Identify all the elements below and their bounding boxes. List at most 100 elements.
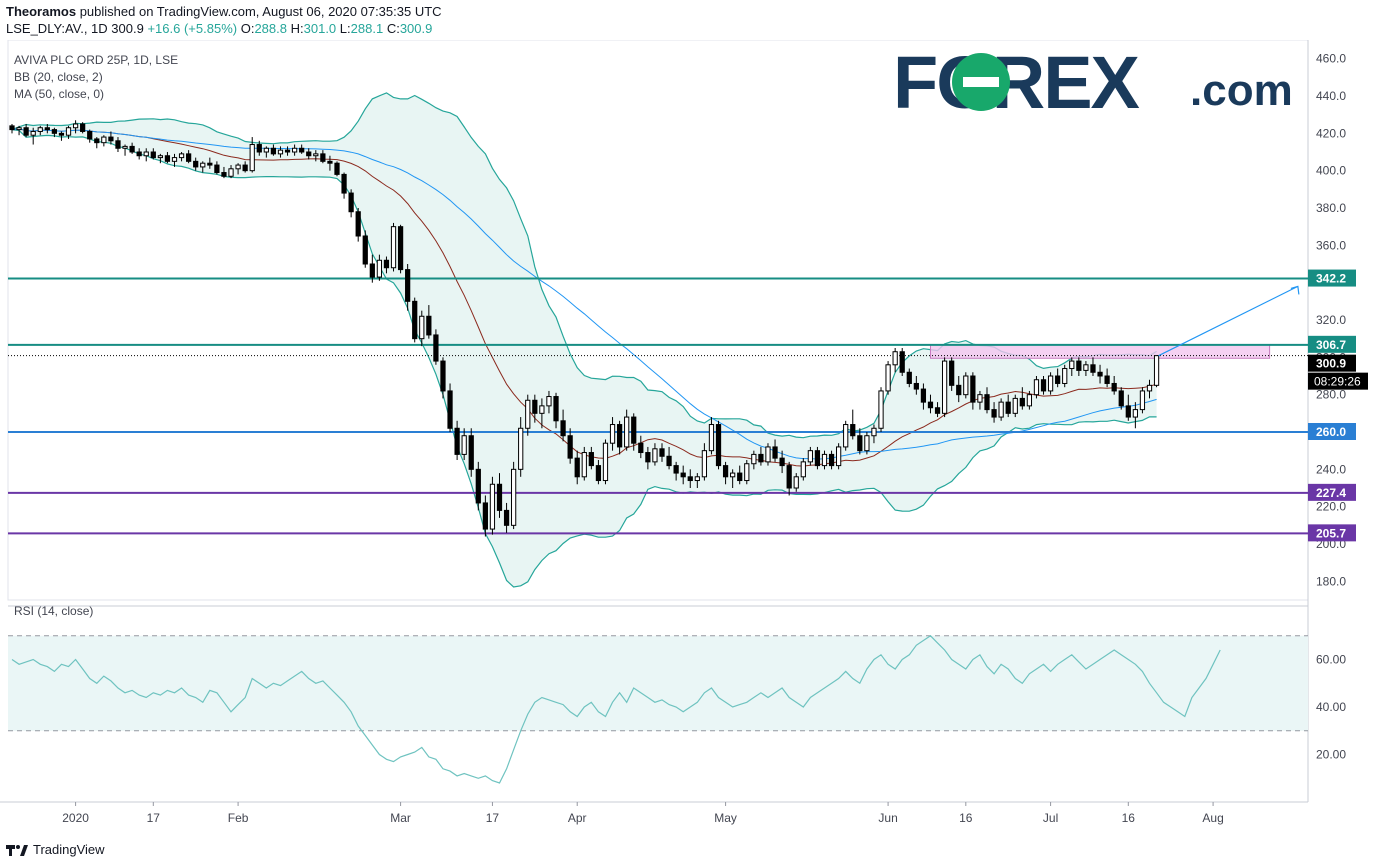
candle	[581, 446, 587, 481]
symbol-label: LSE_DLY:AV., 1D	[6, 21, 108, 36]
candle	[793, 473, 799, 492]
candle	[828, 450, 835, 470]
candle-body-down	[150, 151, 156, 159]
candle-body-down	[164, 155, 171, 162]
candle	[277, 146, 284, 158]
candle-body-up	[843, 424, 849, 448]
candle	[998, 398, 1004, 421]
candle	[313, 150, 319, 162]
candle	[164, 152, 171, 164]
candle-body-down	[631, 416, 637, 444]
tradingview-footer[interactable]: TradingView	[6, 842, 105, 857]
candle	[864, 432, 870, 455]
candle-body-down	[850, 424, 856, 437]
candle-body-up	[602, 442, 609, 482]
candle	[850, 409, 856, 440]
candle	[1139, 387, 1146, 414]
author-name[interactable]: Theoramos	[6, 4, 77, 19]
y-tick-label: 320.0	[1316, 313, 1346, 327]
x-tick-label: Jul	[1043, 811, 1058, 825]
ohlc-header: LSE_DLY:AV., 1D 300.9 +16.6 (+5.85%) O:2…	[6, 21, 432, 36]
candle-body-down	[588, 452, 594, 467]
candle	[722, 461, 729, 485]
candle	[489, 476, 496, 535]
projection-arrow	[1158, 285, 1299, 357]
candle-body-up	[1132, 409, 1138, 418]
candle-body-down	[1076, 360, 1082, 371]
candle	[221, 166, 227, 179]
candle-body-down	[906, 371, 912, 384]
candle-body-down	[454, 427, 460, 455]
candle	[369, 254, 375, 283]
candle	[454, 420, 460, 460]
candle	[645, 446, 651, 470]
candle	[1132, 402, 1138, 429]
candle-body-down	[193, 160, 199, 168]
candle-body-up	[892, 351, 898, 366]
candle-body-down	[687, 476, 693, 482]
candle-body-up	[821, 453, 828, 467]
candle-body-down	[284, 149, 291, 153]
candle-body-up	[701, 450, 708, 478]
candle-body-up	[609, 424, 616, 444]
candle-body-up	[1153, 355, 1160, 386]
candle-body-up	[765, 446, 771, 463]
last-price-tag-label: 300.9	[1316, 357, 1346, 371]
candle-body-up	[511, 468, 517, 526]
candle	[193, 157, 199, 171]
candle-body-down	[1040, 379, 1047, 392]
candle	[270, 144, 277, 156]
candle-body-down	[341, 173, 347, 194]
candle	[242, 161, 248, 173]
candle	[433, 329, 439, 365]
rsi-band-fill	[8, 635, 1308, 731]
candle	[701, 443, 708, 481]
candle-body-down	[9, 125, 15, 131]
candle-body-down	[616, 424, 623, 448]
candle	[334, 161, 340, 177]
candle	[1090, 357, 1096, 376]
candle-body-up	[313, 153, 319, 157]
candle	[532, 394, 538, 423]
candle	[51, 127, 58, 138]
candle-body-down	[115, 140, 121, 149]
candle	[984, 387, 990, 414]
resistance-zone	[929, 344, 1271, 359]
candle-body-down	[779, 457, 785, 467]
candle	[186, 150, 192, 164]
candle-body-up	[864, 435, 870, 452]
candle	[553, 392, 559, 429]
candle	[37, 125, 43, 136]
candle-body-down	[567, 435, 573, 459]
candle-body-down	[362, 235, 368, 265]
candle-body-up	[178, 153, 185, 159]
candle-body-down	[984, 394, 990, 411]
candle	[143, 148, 149, 162]
candle-body-down	[560, 420, 566, 437]
candle-body-up	[708, 424, 715, 452]
y-tick-label: 220.0	[1316, 500, 1346, 514]
candle-body-up	[101, 136, 107, 144]
candle-body-down	[673, 465, 679, 474]
candle-body-up	[730, 472, 736, 478]
candle	[560, 409, 566, 442]
candle	[1055, 368, 1061, 388]
candle	[941, 357, 948, 418]
candle	[1111, 376, 1117, 395]
candle-body-down	[94, 138, 100, 144]
x-tick-label: 17	[147, 811, 161, 825]
level-tag-label: 227.4	[1316, 486, 1346, 500]
candle	[567, 428, 573, 464]
candle-body-up	[694, 476, 700, 482]
candle-body-down	[659, 448, 665, 457]
candle-body-up	[263, 147, 269, 153]
level-tag-1	[1308, 335, 1356, 353]
candle	[376, 254, 383, 281]
high-value: 301.0	[303, 21, 337, 36]
low-label: L:	[339, 21, 351, 36]
candle-body-down	[136, 151, 142, 157]
candle-body-up	[624, 416, 630, 448]
level-tag-3	[1308, 483, 1356, 501]
candle-body-down	[949, 360, 955, 386]
price-chart[interactable]: 180.0200.0220.0240.0260.0280.0300.0320.0…	[0, 40, 1379, 860]
